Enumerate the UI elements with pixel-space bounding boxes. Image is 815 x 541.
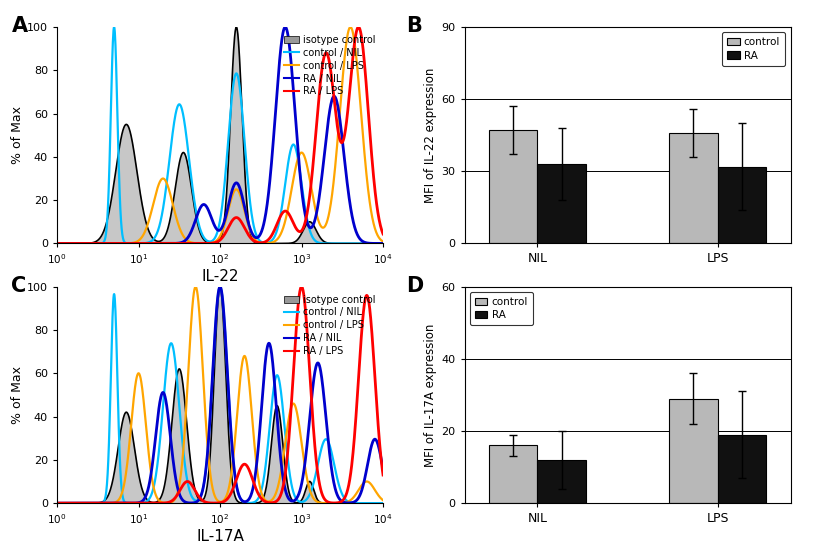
Y-axis label: % of Max: % of Max — [11, 366, 24, 424]
Text: B: B — [406, 16, 421, 36]
Y-axis label: % of Max: % of Max — [11, 106, 24, 164]
Text: C: C — [11, 276, 27, 296]
Bar — [537, 164, 586, 243]
Bar — [718, 167, 766, 243]
Legend: isotype control, control / NIL, control / LPS, RA / NIL, RA / LPS: isotype control, control / NIL, control … — [281, 292, 378, 359]
Bar — [718, 434, 766, 503]
Legend: control, RA: control, RA — [469, 292, 533, 326]
Text: A: A — [11, 16, 28, 36]
X-axis label: IL-17A: IL-17A — [196, 529, 244, 541]
Legend: isotype control, control / NIL, control / LPS, RA / NIL, RA / LPS: isotype control, control / NIL, control … — [281, 32, 378, 100]
Bar — [489, 130, 537, 243]
Legend: control, RA: control, RA — [722, 32, 786, 66]
Text: D: D — [406, 276, 423, 296]
Bar — [669, 133, 718, 243]
Y-axis label: MFI of IL-22 expression: MFI of IL-22 expression — [425, 68, 437, 203]
X-axis label: IL-22: IL-22 — [201, 269, 239, 284]
Bar — [669, 399, 718, 503]
Bar — [489, 445, 537, 503]
Bar — [537, 460, 586, 503]
Y-axis label: MFI of IL-17A expression: MFI of IL-17A expression — [425, 323, 437, 467]
